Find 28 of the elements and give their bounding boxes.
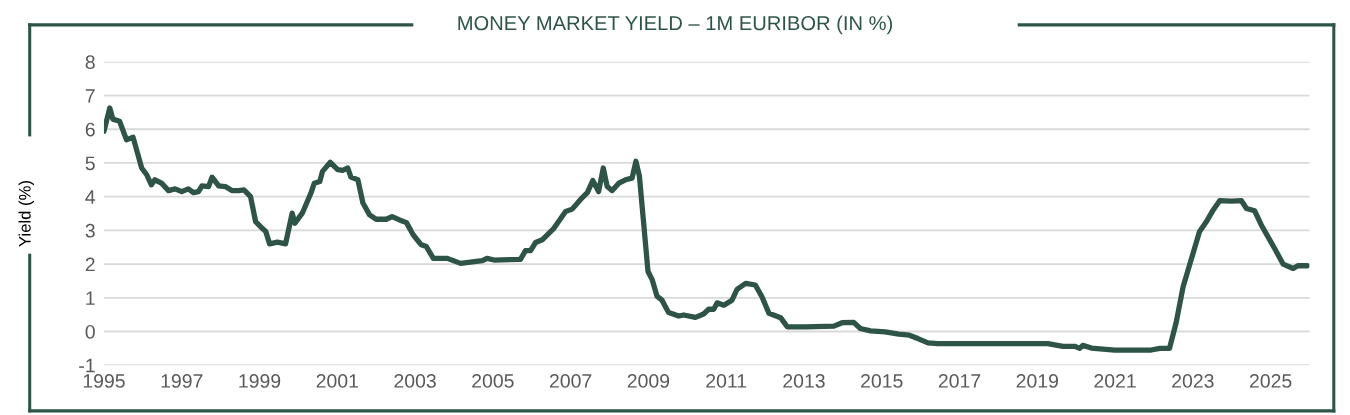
x-tick-label: 2021 [1094, 374, 1136, 388]
y-tick-label: 7 [85, 89, 95, 103]
chart-title: MONEY MARKET YIELD – 1M EURIBOR (IN %) [458, 15, 892, 35]
y-tick-label: 5 [85, 156, 95, 171]
y-axis-title: Yield (%) [18, 181, 35, 247]
x-tick-label: 2017 [938, 374, 981, 388]
x-tick-label: 2007 [549, 374, 592, 388]
y-tick-label: 1 [86, 291, 95, 305]
x-tick-label: 2003 [394, 374, 436, 388]
x-tick-label: 1999 [239, 374, 281, 388]
y-tick-label: 0 [85, 324, 95, 339]
y-tick-label: 4 [85, 190, 96, 204]
y-tick-label: 8 [85, 55, 95, 70]
y-tick-label: -1 [79, 358, 95, 373]
x-tick-label: 2023 [1172, 374, 1214, 388]
x-tick-label: 1995 [83, 374, 125, 388]
x-tick-label: 1997 [161, 374, 203, 388]
y-tick-label: 3 [85, 223, 95, 238]
y-tick-label: 6 [85, 122, 95, 137]
x-tick-label: 2005 [472, 374, 514, 388]
y-tick-label: 2 [85, 257, 95, 272]
x-tick-label: 2009 [627, 374, 670, 388]
x-tick-label: 2019 [1016, 374, 1058, 388]
x-tick-label: 2011 [706, 374, 747, 388]
x-tick-label: 2013 [783, 374, 825, 388]
x-tick-label: 2015 [861, 374, 903, 388]
x-tick-label: 2025 [1249, 374, 1292, 388]
x-tick-label: 2001 [316, 374, 358, 388]
